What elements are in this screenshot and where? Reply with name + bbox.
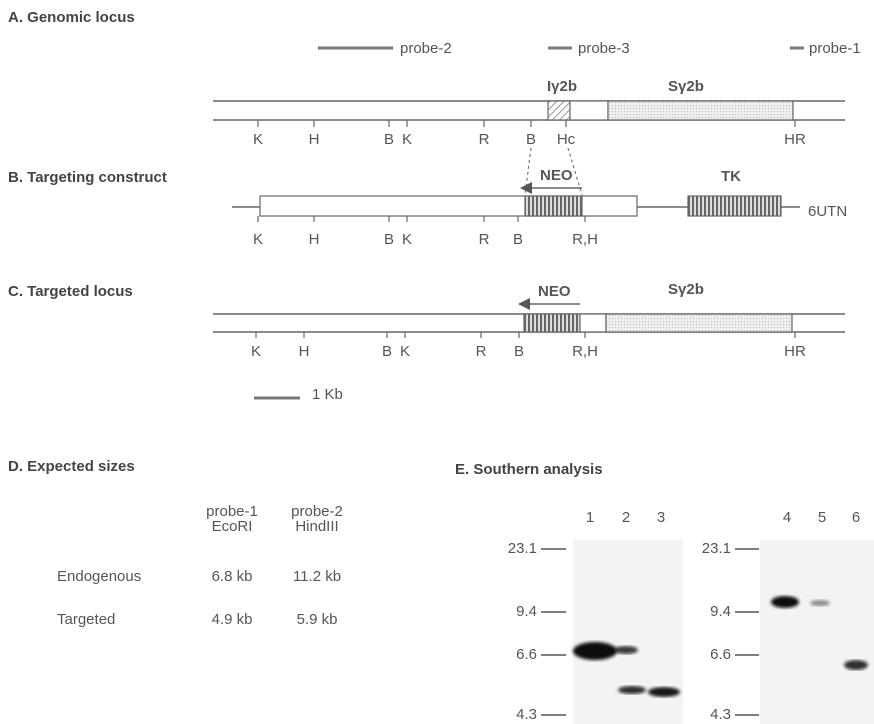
band — [573, 642, 617, 660]
cell: 6.8 kb — [212, 568, 253, 585]
neo-box — [524, 314, 580, 332]
size-marker: 9.4 — [516, 603, 537, 620]
site-label: B — [526, 131, 536, 148]
cell: 11.2 kb — [293, 568, 341, 585]
site-label: R — [479, 131, 490, 148]
size-marker: 6.6 — [710, 646, 731, 663]
gel — [760, 540, 874, 724]
site-label: HR — [784, 131, 806, 148]
exon-box — [580, 314, 606, 332]
lane-label: 3 — [657, 509, 665, 526]
figure: A. Genomic locus probe-2 probe-3 probe-1 Iγ2… — [0, 0, 874, 724]
size-marker: 6.6 — [516, 646, 537, 663]
site-label: H — [309, 231, 320, 248]
marker-label: Sγ2b — [668, 281, 704, 298]
lane-label: 5 — [818, 509, 826, 526]
site-label: R,H — [572, 343, 598, 360]
tk-box — [688, 196, 781, 216]
site-label: R — [476, 343, 487, 360]
band — [810, 600, 830, 606]
site-label: Hc — [557, 131, 576, 148]
column-header: EcoRI — [212, 518, 253, 535]
band — [648, 687, 680, 697]
band — [771, 596, 799, 608]
panel-title: A. Genomic locus — [8, 9, 135, 26]
band — [614, 646, 638, 654]
panel-title: C. Targeted locus — [8, 283, 133, 300]
size-marker: 4.3 — [516, 706, 537, 723]
site-label: K — [251, 343, 261, 360]
site-label: R — [479, 231, 490, 248]
marker-label: NEO — [538, 283, 571, 300]
site-label: H — [299, 343, 310, 360]
size-marker: 4.3 — [710, 706, 731, 723]
size-marker: 23.1 — [508, 540, 537, 557]
band — [844, 660, 868, 670]
arrow-head — [518, 298, 530, 310]
exon-box — [570, 101, 608, 120]
band — [618, 686, 646, 694]
site-label: H — [309, 131, 320, 148]
panel-title: B. Targeting construct — [8, 169, 167, 186]
site-label: R,H — [572, 231, 598, 248]
row-label: Targeted — [57, 611, 115, 628]
site-label: K — [400, 343, 410, 360]
site-label: HR — [784, 343, 806, 360]
probe-label: probe-3 — [578, 40, 630, 57]
probe-label: probe-1 — [809, 40, 861, 57]
construct-label: 6UTN — [808, 203, 847, 220]
size-marker: 23.1 — [702, 540, 731, 557]
site-label: K — [253, 131, 263, 148]
site-label: K — [402, 131, 412, 148]
site-label: B — [384, 231, 394, 248]
region-label: Iγ2b — [547, 78, 577, 95]
neo-box — [525, 196, 582, 216]
cell: 5.9 kb — [297, 611, 338, 628]
lane-label: 6 — [852, 509, 860, 526]
region-label: Sγ2b — [668, 78, 704, 95]
site-label: B — [513, 231, 523, 248]
marker-label: NEO — [540, 167, 573, 184]
cell: 4.9 kb — [212, 611, 253, 628]
switch-region — [606, 314, 792, 332]
panel-title: E. Southern analysis — [455, 461, 603, 478]
column-header: HindIII — [295, 518, 338, 535]
lane-label: 4 — [783, 509, 791, 526]
site-label: B — [382, 343, 392, 360]
site-label: B — [384, 131, 394, 148]
i-region — [548, 101, 570, 120]
lane-label: 2 — [622, 509, 630, 526]
panel-title: D. Expected sizes — [8, 458, 135, 475]
switch-region — [608, 101, 793, 120]
size-marker: 9.4 — [710, 603, 731, 620]
site-label: K — [402, 231, 412, 248]
site-label: K — [253, 231, 263, 248]
probe-label: probe-2 — [400, 40, 452, 57]
scale-label: 1 Kb — [312, 386, 343, 403]
row-label: Endogenous — [57, 568, 141, 585]
marker-label: TK — [721, 168, 741, 185]
site-label: B — [514, 343, 524, 360]
lane-label: 1 — [586, 509, 594, 526]
